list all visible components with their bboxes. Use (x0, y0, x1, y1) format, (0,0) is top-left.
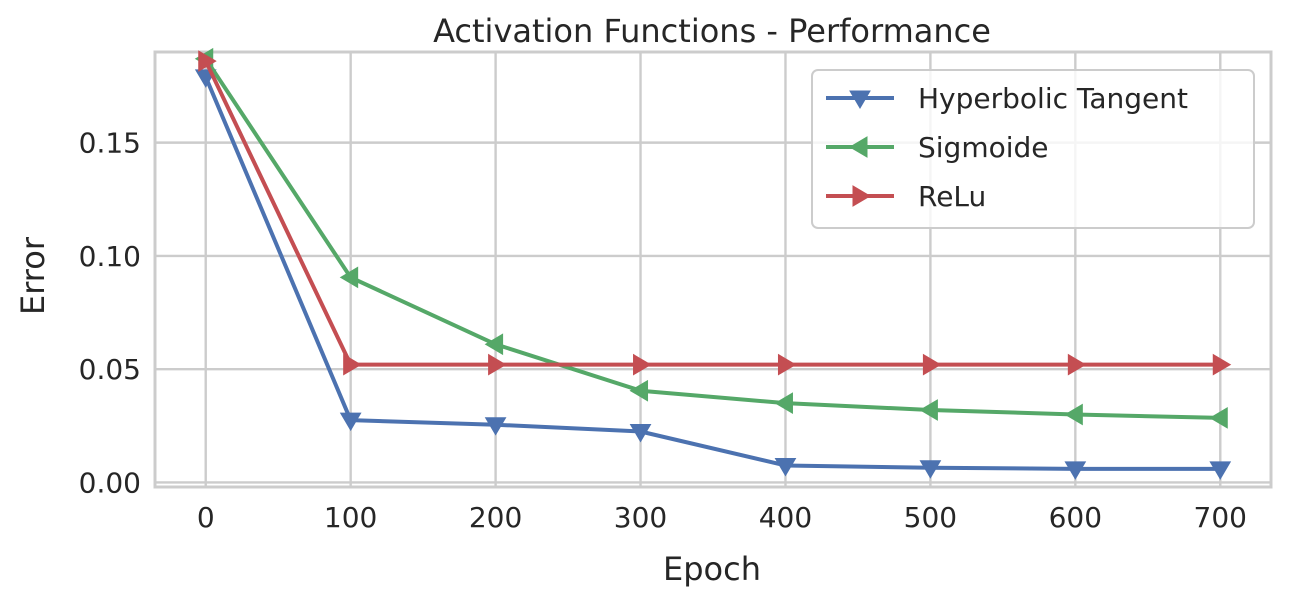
x-tick-label: 0 (197, 501, 215, 534)
legend-label: Hyperbolic Tangent (918, 82, 1188, 115)
data-point-relu (777, 353, 797, 376)
y-tick-label: 0.10 (79, 240, 141, 273)
legend-marker (849, 90, 871, 109)
data-point-relu (488, 353, 507, 376)
data-point-hyperbolic-tangent (919, 460, 942, 479)
plot-frame (153, 50, 1273, 489)
data-point-hyperbolic-tangent (484, 417, 507, 436)
chart-title: Activation Functions - Performance (433, 12, 991, 50)
tick-labels: 0 100 200 300 400 500 600 700 0.00 0.05 0.10 0.15 (79, 127, 1247, 534)
data-point-relu (343, 353, 362, 376)
legend-entry-hyperbolic-tangent: Hyperbolic Tangent (826, 82, 1188, 115)
data-point-sigmoide (1209, 407, 1228, 429)
data-point-sigmoide (484, 333, 504, 356)
data-point-hyperbolic-tangent (774, 457, 797, 477)
x-tick-label: 200 (469, 501, 522, 534)
y-tick-label: 0.00 (79, 466, 141, 499)
legend-label: ReLu (918, 180, 986, 213)
legend-marker (852, 185, 871, 207)
x-tick-label: 100 (324, 501, 377, 534)
y-axis-label: Error (14, 236, 52, 315)
data-point-relu (922, 353, 942, 376)
x-axis-label: Epoch (663, 550, 761, 588)
legend-box (811, 69, 1255, 229)
series-line-relu (203, 59, 1223, 367)
series-layer (194, 47, 1232, 480)
data-point-sigmoide (919, 399, 938, 421)
x-tick-label: 700 (1194, 501, 1247, 534)
data-point-relu (1067, 353, 1087, 376)
data-point-hyperbolic-tangent (1209, 461, 1232, 480)
x-tick-label: 300 (614, 501, 667, 534)
series-line-sigmoide (203, 56, 1223, 420)
x-tick-label: 500 (904, 501, 957, 534)
series-sigmoide (194, 47, 1228, 429)
data-point-sigmoide (774, 392, 793, 415)
series-relu (198, 50, 1232, 376)
legend: Hyperbolic Tangent Sigmoide ReLu (811, 69, 1255, 229)
data-point-hyperbolic-tangent (339, 412, 362, 432)
series-hyperbolic-tangent (194, 69, 1232, 480)
data-point-hyperbolic-tangent (1064, 461, 1087, 480)
data-point-hyperbolic-tangent (629, 423, 652, 443)
data-point-sigmoide (629, 379, 649, 402)
x-tick-label: 600 (1049, 501, 1102, 534)
legend-label: Sigmoide (918, 131, 1049, 164)
y-tick-label: 0.15 (79, 127, 141, 160)
data-point-sigmoide (339, 266, 359, 289)
data-point-sigmoide (1064, 403, 1083, 426)
x-tick-label: 400 (759, 501, 812, 534)
data-point-relu (1212, 353, 1232, 376)
series-line-hyperbolic-tangent (203, 74, 1223, 471)
legend-entry-sigmoide: Sigmoide (826, 131, 1049, 164)
data-point-relu (633, 353, 652, 376)
y-tick-label: 0.05 (79, 353, 141, 386)
legend-marker (849, 136, 868, 158)
data-point-relu (198, 50, 217, 72)
legend-entry-relu: ReLu (826, 180, 986, 213)
